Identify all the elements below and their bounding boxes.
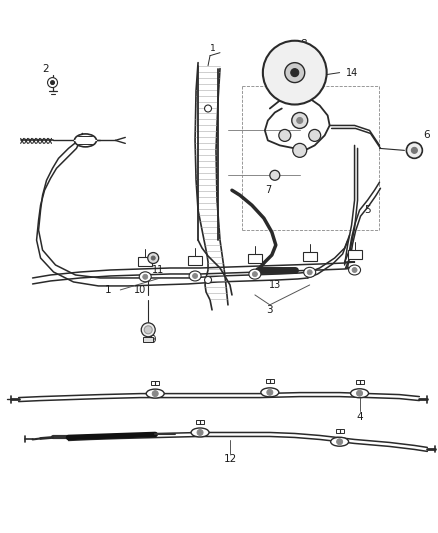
Ellipse shape — [139, 272, 151, 282]
Text: 5: 5 — [364, 205, 371, 215]
Bar — [143, 337, 153, 342]
Bar — [196, 419, 204, 424]
Ellipse shape — [249, 269, 261, 279]
Circle shape — [205, 277, 212, 284]
Circle shape — [307, 270, 312, 275]
Ellipse shape — [191, 428, 209, 437]
Text: 1: 1 — [210, 44, 216, 53]
Circle shape — [197, 430, 203, 435]
Circle shape — [144, 326, 152, 334]
Circle shape — [411, 148, 417, 154]
Text: 3: 3 — [267, 305, 273, 315]
Text: 10: 10 — [134, 285, 146, 295]
Circle shape — [193, 273, 198, 278]
Circle shape — [148, 253, 159, 263]
Circle shape — [267, 390, 273, 395]
Bar — [348, 250, 361, 259]
Bar — [151, 381, 159, 385]
Circle shape — [263, 41, 327, 104]
Circle shape — [205, 105, 212, 112]
Circle shape — [293, 143, 307, 157]
Text: 7: 7 — [265, 185, 271, 195]
Text: 8: 8 — [300, 39, 307, 49]
Text: 1: 1 — [105, 285, 112, 295]
Ellipse shape — [350, 389, 368, 398]
Bar — [303, 253, 317, 261]
Bar — [188, 256, 202, 265]
Circle shape — [357, 390, 363, 396]
Circle shape — [143, 274, 148, 279]
Text: 11: 11 — [152, 265, 164, 275]
Circle shape — [151, 256, 155, 260]
Ellipse shape — [261, 388, 279, 397]
Circle shape — [252, 272, 258, 277]
Text: 6: 6 — [423, 131, 430, 140]
Circle shape — [292, 112, 308, 128]
Circle shape — [279, 130, 291, 141]
Ellipse shape — [74, 134, 96, 147]
Bar — [336, 429, 343, 433]
Circle shape — [50, 80, 54, 85]
Circle shape — [285, 63, 305, 83]
Circle shape — [152, 391, 158, 397]
Circle shape — [270, 171, 280, 180]
Bar — [266, 379, 274, 383]
Text: 12: 12 — [223, 455, 237, 464]
Ellipse shape — [146, 389, 164, 398]
Circle shape — [48, 78, 57, 87]
Circle shape — [309, 130, 321, 141]
Circle shape — [406, 142, 422, 158]
Circle shape — [141, 323, 155, 337]
Text: 13: 13 — [268, 280, 281, 290]
Ellipse shape — [349, 265, 360, 275]
Text: 9: 9 — [149, 335, 155, 345]
Circle shape — [297, 117, 303, 124]
Bar — [138, 257, 152, 266]
Circle shape — [337, 439, 343, 445]
Text: 4: 4 — [356, 411, 363, 422]
Bar — [248, 254, 262, 263]
Text: 2: 2 — [42, 63, 49, 74]
Ellipse shape — [189, 271, 201, 281]
Circle shape — [291, 69, 299, 77]
Bar — [356, 381, 364, 384]
Ellipse shape — [331, 437, 349, 446]
Circle shape — [352, 268, 357, 272]
Ellipse shape — [304, 268, 316, 277]
Text: 14: 14 — [346, 68, 358, 78]
